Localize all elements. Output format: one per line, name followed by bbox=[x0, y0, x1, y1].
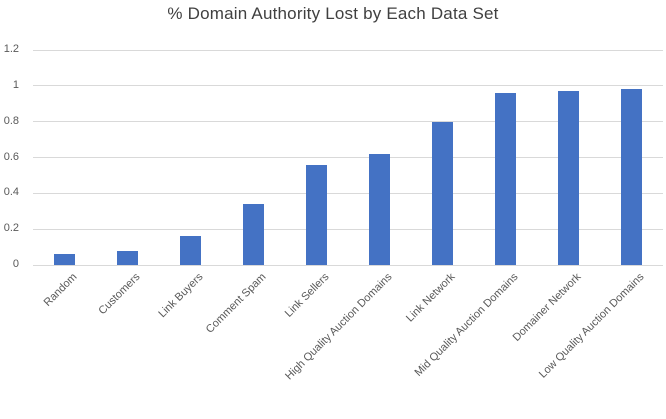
x-tick-label-domainer-network: Domainer Network bbox=[510, 271, 583, 344]
gridline-1 bbox=[33, 85, 663, 87]
x-tick-label-customers: Customers bbox=[95, 271, 142, 318]
x-tick-label-link-network: Link Network bbox=[403, 271, 457, 325]
bar-high-quality-auction-domains bbox=[369, 154, 390, 265]
y-tick-label-1: 1 bbox=[12, 78, 19, 91]
x-tick-label-link-sellers: Link Sellers bbox=[282, 271, 331, 320]
y-tick-label-0.8: 0.8 bbox=[3, 114, 19, 127]
bar-comment-spam bbox=[243, 204, 264, 265]
bar-customers bbox=[117, 251, 138, 265]
bar-mid-quality-auction-domains bbox=[495, 93, 516, 265]
bar-domainer-network bbox=[558, 91, 579, 265]
y-tick-label-0.2: 0.2 bbox=[3, 222, 19, 235]
x-tick-label-comment-spam: Comment Spam bbox=[203, 271, 268, 336]
gridline-0.2 bbox=[33, 228, 663, 230]
y-tick-label-0: 0 bbox=[12, 258, 19, 270]
bar-link-buyers bbox=[180, 236, 201, 265]
gridline-0.6 bbox=[33, 157, 663, 158]
y-tick-label-1.2: 1.2 bbox=[3, 43, 19, 55]
gridline-0 bbox=[33, 264, 663, 266]
chart-title: % Domain Authority Lost by Each Data Set bbox=[167, 4, 499, 23]
bar-low-quality-auction-domains bbox=[621, 89, 642, 265]
x-tick-label-mid-quality-auction-domains: Mid Quality Auction Domains bbox=[412, 271, 520, 379]
y-tick-label-0.6: 0.6 bbox=[3, 150, 19, 163]
x-tick-label-high-quality-auction-domains: High Quality Auction Domains bbox=[282, 271, 394, 383]
bar-link-sellers bbox=[306, 165, 327, 265]
gridline-0.4 bbox=[33, 192, 663, 194]
y-tick-label-0.4: 0.4 bbox=[3, 186, 19, 199]
bar-random bbox=[54, 254, 75, 265]
x-tick-label-low-quality-auction-domains: Low Quality Auction Domains bbox=[536, 271, 646, 381]
gridline-1.2 bbox=[33, 49, 663, 51]
bar-link-network bbox=[432, 122, 453, 265]
gridline-0.8 bbox=[33, 121, 663, 123]
x-tick-label-link-buyers: Link Buyers bbox=[155, 271, 205, 321]
